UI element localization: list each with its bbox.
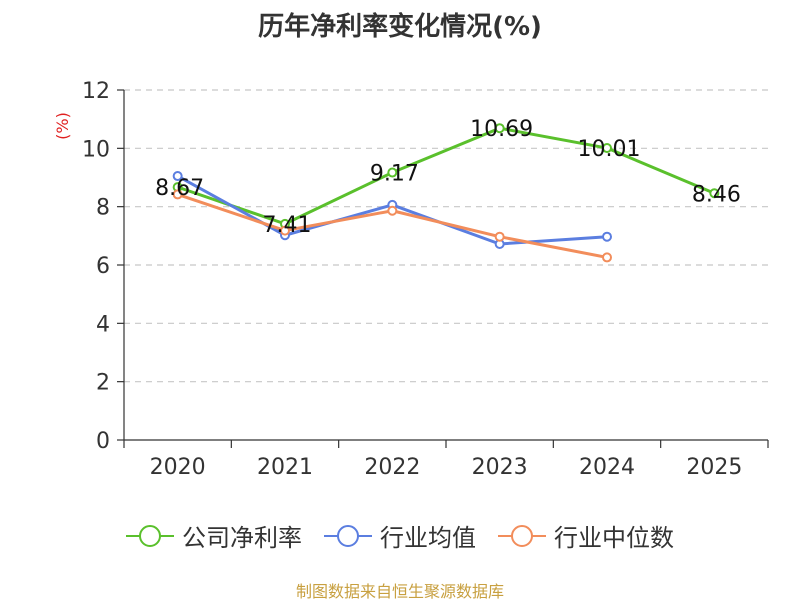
data-label: 8.67	[155, 176, 204, 201]
y-tick-label: 10	[82, 137, 110, 162]
x-tick-label: 2020	[150, 455, 206, 480]
legend: 公司净利率 行业均值 行业中位数	[0, 518, 800, 553]
data-point	[602, 252, 612, 263]
legend-item-1[interactable]: 行业均值	[324, 518, 476, 553]
data-point	[387, 205, 398, 216]
legend-label: 行业中位数	[554, 524, 674, 552]
x-tick-label: 2021	[257, 455, 313, 480]
data-point	[709, 188, 720, 199]
series-line-0	[177, 126, 715, 226]
legend-swatch-icon	[126, 524, 174, 547]
data-label: 10.01	[578, 137, 641, 162]
chart-title: 历年净利率变化情况(%)	[258, 12, 542, 42]
data-label: 7.41	[263, 213, 312, 238]
data-point	[387, 167, 398, 178]
x-tick-label: 2025	[686, 455, 742, 480]
data-label: 10.69	[470, 117, 533, 142]
data-label: 9.17	[370, 162, 419, 187]
legend-label: 公司净利率	[182, 524, 302, 552]
legend-label: 行业均值	[380, 524, 476, 552]
source-note: 制图数据来自恒生聚源数据库	[295, 582, 504, 601]
y-tick-label: 12	[82, 79, 110, 104]
y-tick-label: 6	[96, 254, 110, 279]
data-point	[172, 189, 183, 200]
data-label: 8.46	[692, 182, 741, 207]
y-tick-label: 2	[96, 371, 110, 396]
y-tick-label: 4	[96, 312, 110, 337]
x-tick-label: 2022	[364, 455, 420, 480]
x-tick-label: 2024	[579, 455, 635, 480]
x-tick-label: 2023	[472, 455, 528, 480]
data-point	[280, 225, 290, 236]
y-axis-label: (%)	[53, 112, 72, 140]
y-tick-label: 0	[96, 429, 110, 454]
legend-item-2[interactable]: 行业中位数	[498, 518, 674, 553]
data-point	[494, 123, 505, 134]
legend-swatch-icon	[498, 524, 546, 547]
legend-item-0[interactable]: 公司净利率	[126, 518, 302, 553]
data-point	[494, 231, 505, 242]
data-point	[602, 143, 612, 154]
data-point	[172, 171, 183, 182]
y-tick-label: 8	[96, 196, 110, 221]
legend-swatch-icon	[324, 524, 372, 547]
data-point	[602, 231, 612, 242]
